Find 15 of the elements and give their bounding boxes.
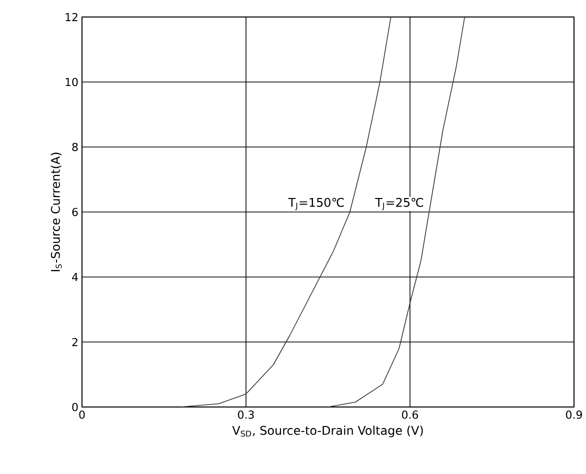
x-tick-label: 0.3 bbox=[238, 410, 254, 419]
x-tick-label: 0.9 bbox=[566, 410, 582, 419]
x-tick-label: 0.6 bbox=[402, 410, 418, 419]
annotation: T$_{J}$=25℃ bbox=[375, 198, 424, 210]
y-tick-label: 2 bbox=[72, 338, 78, 346]
x-tick-label: 0 bbox=[79, 410, 85, 419]
y-axis-title: I$_{S}$-Source Current(A) bbox=[50, 152, 62, 272]
x-axis-title: V$_{SD}$, Source-to-Drain Voltage (V) bbox=[232, 426, 423, 438]
y-tick-label: 6 bbox=[72, 208, 78, 216]
annotation: T$_{J}$=150℃ bbox=[288, 198, 344, 210]
y-tick-label: 0 bbox=[72, 402, 78, 412]
y-tick-label: 12 bbox=[66, 12, 78, 22]
y-tick-label: 8 bbox=[72, 142, 78, 152]
y-tick-label: 10 bbox=[66, 78, 78, 86]
y-tick-label: 4 bbox=[72, 273, 78, 281]
